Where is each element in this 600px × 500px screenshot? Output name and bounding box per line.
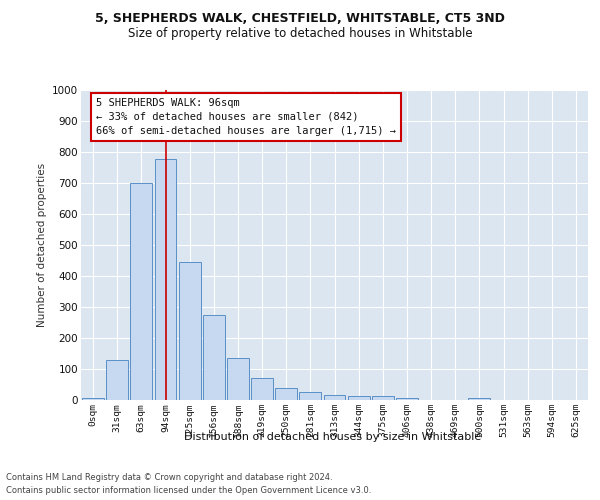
Bar	[469, 398, 490, 400]
Bar	[155, 159, 176, 400]
Bar	[299, 392, 321, 400]
Text: 5 SHEPHERDS WALK: 96sqm
← 33% of detached houses are smaller (842)
66% of semi-d: 5 SHEPHERDS WALK: 96sqm ← 33% of detache…	[96, 98, 396, 136]
Text: Distribution of detached houses by size in Whitstable: Distribution of detached houses by size …	[184, 432, 482, 442]
Bar	[396, 398, 418, 400]
Bar	[179, 262, 200, 400]
Bar	[82, 398, 104, 400]
Bar	[323, 396, 346, 400]
Text: 5, SHEPHERDS WALK, CHESTFIELD, WHITSTABLE, CT5 3ND: 5, SHEPHERDS WALK, CHESTFIELD, WHITSTABL…	[95, 12, 505, 26]
Bar	[348, 396, 370, 400]
Text: Contains public sector information licensed under the Open Government Licence v3: Contains public sector information licen…	[6, 486, 371, 495]
Bar	[372, 396, 394, 400]
Bar	[130, 183, 152, 400]
Bar	[203, 315, 224, 400]
Y-axis label: Number of detached properties: Number of detached properties	[37, 163, 47, 327]
Bar	[106, 360, 128, 400]
Bar	[275, 388, 297, 400]
Text: Size of property relative to detached houses in Whitstable: Size of property relative to detached ho…	[128, 28, 472, 40]
Bar	[227, 358, 249, 400]
Bar	[251, 378, 273, 400]
Text: Contains HM Land Registry data © Crown copyright and database right 2024.: Contains HM Land Registry data © Crown c…	[6, 472, 332, 482]
